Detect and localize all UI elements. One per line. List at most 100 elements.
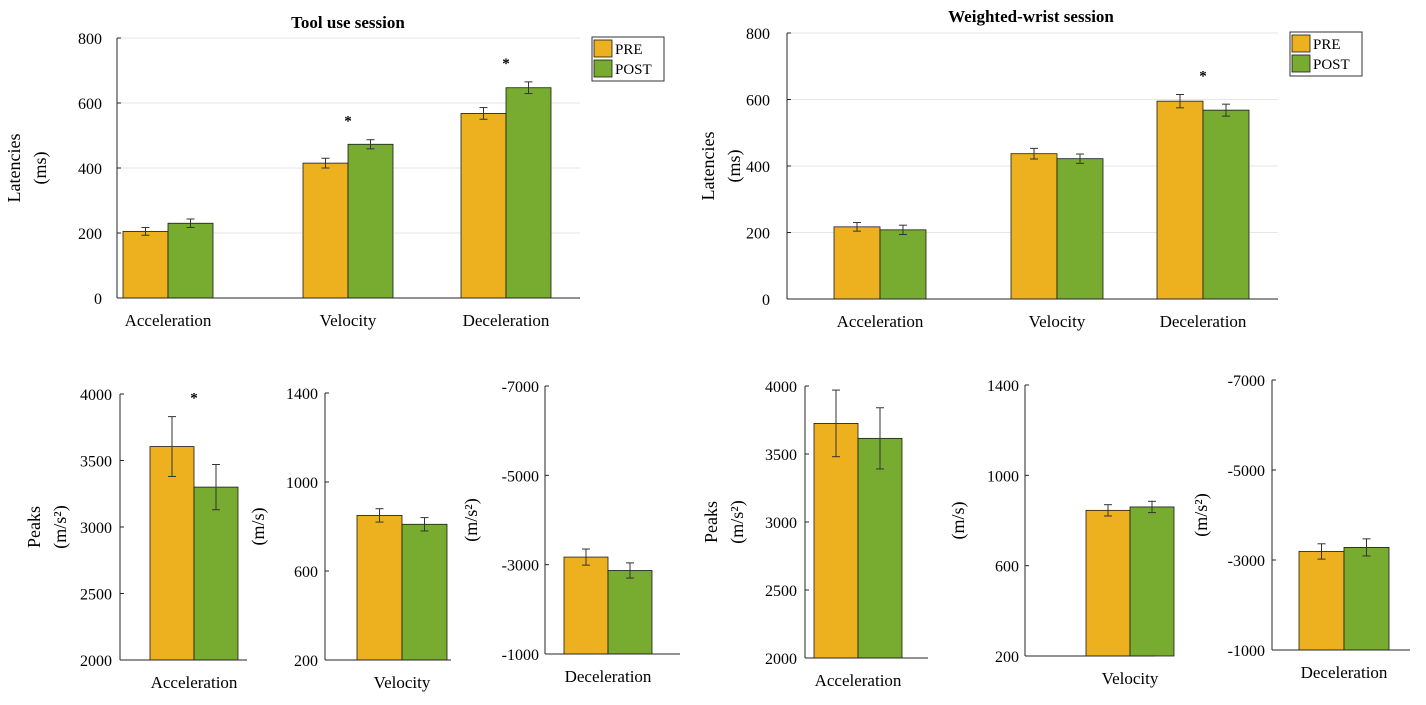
y-tick-label: -1000 [1228,643,1265,660]
legend-label-post: POST [615,62,652,78]
y-axis-label: (m/s²) [461,498,482,541]
y-tick-label: 1000 [286,475,318,492]
x-category-label: Acceleration [837,312,924,331]
wrist-latencies-panel: * 0 200 400 600 800 Acceleration Velocity Decele… [698,7,1363,331]
y-tick-label: 200 [995,649,1019,666]
legend: PRE POST [591,36,665,82]
y-tick-label: 2000 [765,651,797,668]
y-tick-label: 200 [294,653,318,670]
y-tick-label: 2000 [80,653,112,670]
bar-post-velocity [401,523,448,661]
bar-post-acceleration [857,437,903,659]
y-tick-label: 1400 [286,386,318,403]
y-tick-label: -5000 [502,468,539,485]
y-tick-label: 3500 [765,447,797,464]
bar-post-acceleration [167,222,214,299]
y-tick-label: 4000 [765,379,797,396]
y-tick-label: 2500 [765,583,797,600]
y-tick-label: 0 [762,292,770,309]
y-tick-label: -1000 [502,647,539,664]
legend-swatch-pre [593,39,613,58]
y-axis-label-line: (m/s²) [50,505,71,548]
bar-post-deceleration [1343,547,1390,651]
chart-title: Tool use session [291,13,405,32]
y-tick-label: 2500 [80,587,112,604]
y-axis-label-line: (ms) [724,150,745,183]
bar-pre-deceleration [563,556,609,655]
y-tick-label: -7000 [1228,373,1265,390]
y-tick-label: -7000 [502,379,539,396]
y-tick-label: 200 [78,226,102,243]
bar-post-acceleration [193,486,239,661]
y-axis-label: Peaks (m/s²) [24,505,71,548]
y-axis-label-line: (m/s) [248,507,269,545]
y-tick-label: 0 [94,291,102,308]
y-axis-label: (m/s²) [1191,493,1212,536]
bar-post-deceleration [1202,109,1250,300]
y-tick-label: 800 [746,26,770,43]
bar-pre-velocity [1010,153,1058,300]
y-axis-label-line: Latencies [698,132,718,201]
y-axis-label: Latencies (ms) [698,132,745,201]
bar-pre-acceleration [149,446,195,661]
x-category-label: Deceleration [1160,312,1247,331]
significance-marker: * [344,114,352,130]
significance-marker: * [1199,69,1207,85]
tool-peak-dec-panel: -1000 -3000 -5000 -7000 Deceleration (m/s²) [461,379,680,686]
bar-post-velocity [1056,158,1104,300]
wrist-peak-dec-panel: -1000 -3000 -5000 -7000 Deceleration (m/s²) [1191,373,1410,682]
chart-title: Weighted-wrist session [948,7,1114,26]
x-category-label: Deceleration [565,667,652,686]
legend-swatch-post [593,59,613,78]
y-tick-label: 600 [294,564,318,581]
x-category-label: Acceleration [815,671,902,690]
bar-pre-acceleration [122,230,169,299]
bar-post-velocity [1129,506,1175,657]
legend-swatch-post [1291,54,1311,73]
legend: PRE POST [1289,31,1363,77]
x-category-label: Velocity [374,673,431,692]
wrist-peak-vel-panel: 200 600 1000 1400 Velocity (m/s) [948,378,1175,688]
bar-pre-acceleration [813,422,859,659]
y-axis-label: Latencies (ms) [4,134,51,203]
y-axis-label: (m/s) [248,507,269,545]
y-tick-label: 1000 [987,468,1019,485]
x-category-label: Velocity [1029,312,1086,331]
tool-peak-vel-panel: 200 600 1000 1400 Velocity (m/s) [248,386,451,692]
y-tick-label: 200 [746,226,770,243]
y-tick-label: 600 [746,93,770,110]
y-tick-label: 4000 [80,387,112,404]
tool-peak-acc-panel: * 2000 2500 3000 3500 4000 Acceleration Peaks (m… [24,387,247,692]
x-category-label: Deceleration [463,311,550,330]
y-tick-label: 800 [78,31,102,48]
legend-label-post: POST [1313,57,1350,73]
bar-pre-deceleration [1298,551,1345,651]
bar-pre-acceleration [833,226,881,300]
significance-marker: * [190,391,198,407]
x-category-label: Velocity [320,311,377,330]
bar-pre-deceleration [460,113,507,299]
y-tick-label: 3000 [765,515,797,532]
y-tick-label: -3000 [502,558,539,575]
significance-marker: * [502,56,510,72]
bar-pre-deceleration [1156,100,1204,300]
bar-pre-velocity [302,162,349,299]
legend-label-pre: PRE [615,42,643,58]
x-category-label: Acceleration [151,673,238,692]
y-axis-label-line: Latencies [4,134,24,203]
y-axis-label-line: (m/s²) [1191,493,1212,536]
y-tick-label: 3000 [80,520,112,537]
x-category-label: Deceleration [1301,663,1388,682]
y-axis-label-line: (ms) [30,152,51,185]
wrist-peak-acc-panel: 2000 2500 3000 3500 4000 Acceleration Peaks (m/… [701,379,928,690]
tool-latencies-panel: * * 0 200 400 600 800 Acceleration Velocity Decel… [4,13,665,330]
y-tick-label: 400 [746,159,770,176]
y-axis-label-line: (m/s) [948,501,969,539]
legend-label-pre: PRE [1313,37,1341,53]
y-tick-label: 400 [78,161,102,178]
y-tick-label: 1400 [987,378,1019,395]
bar-post-acceleration [879,229,927,300]
x-category-label: Velocity [1102,669,1159,688]
